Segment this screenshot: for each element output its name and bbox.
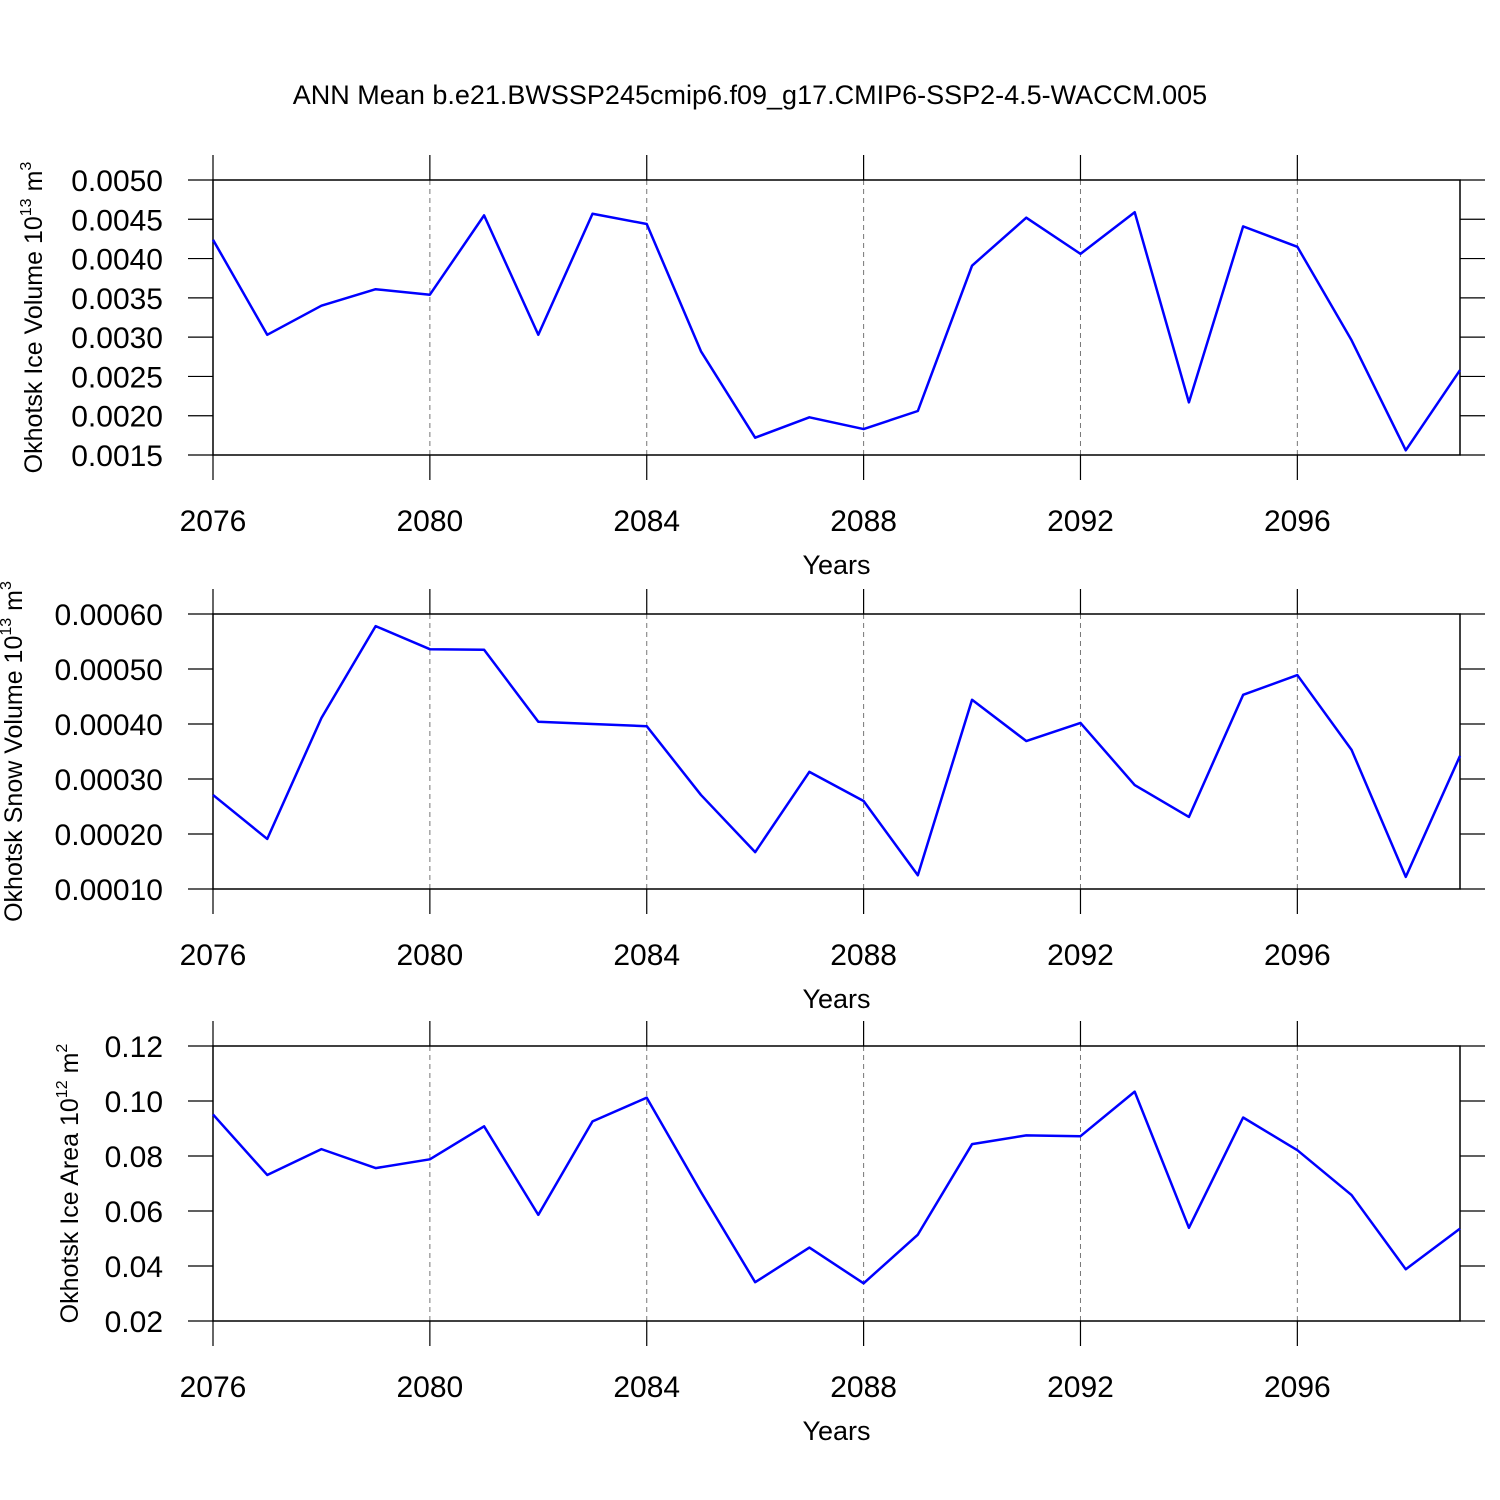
x-tick-label: 2084 [613,939,680,972]
x-tick-label: 2096 [1264,505,1331,538]
plot-frame [212,1045,1461,1322]
y-tick-label: 0.0020 [71,401,163,434]
x-axis-label: Years [802,550,870,580]
x-tick-label: 2088 [830,505,897,538]
y-axis-label-part: m [20,171,48,192]
y-tick-label: 0.0025 [71,361,163,394]
y-axis-label-part: Okhotsk Ice Volume 10 [20,216,48,473]
y-tick-label: 0.0015 [71,440,163,473]
x-tick-label: 2076 [180,1371,247,1404]
y-tick-label: 0.0050 [71,165,163,198]
x-tick-label: 2076 [180,505,247,538]
data-line [211,210,1462,452]
x-tick-label: 2084 [613,505,680,538]
x-tick-label: 2080 [396,939,463,972]
y-tick-label: 0.0040 [71,244,163,277]
y-tick-label: 0.00040 [55,709,163,742]
x-axis-label: Years [802,1416,870,1446]
y-axis-label-exponent: 3 [0,581,15,590]
plot-frame [212,613,1461,890]
y-axis-label-exponent: 2 [54,1044,71,1053]
y-tick-label: 0.00060 [55,599,163,632]
y-axis-label-exponent: 3 [18,162,35,171]
x-tick-label: 2092 [1047,1371,1114,1404]
x-tick-label: 2080 [396,505,463,538]
y-tick-label: 0.02 [105,1306,163,1339]
data-line [212,624,1462,879]
y-tick-label: 0.10 [105,1086,163,1119]
y-axis-label-part: Okhotsk Snow Volume 10 [0,636,28,922]
y-tick-label: 0.00020 [55,819,163,852]
data-line [212,1090,1461,1285]
y-axis-label-part: Okhotsk Ice Area 10 [56,1098,84,1323]
x-tick-label: 2096 [1264,1371,1331,1404]
y-tick-label: 0.0035 [71,283,163,316]
y-tick-label: 0.12 [105,1031,163,1064]
x-tick-label: 2084 [613,1371,680,1404]
y-tick-label: 0.00010 [55,874,163,907]
y-tick-label: 0.0030 [71,322,163,355]
y-tick-label: 0.0045 [71,204,163,237]
x-tick-label: 2080 [396,1371,463,1404]
y-axis-label-part: m [0,590,28,611]
y-axis-label-exponent: 13 [0,618,15,636]
y-tick-label: 0.00050 [55,654,163,687]
y-axis-label: Okhotsk Snow Volume 1013 m3 [0,581,28,922]
x-tick-label: 2092 [1047,939,1114,972]
y-axis-label-exponent: 12 [54,1080,71,1098]
plot-frame [212,179,1461,456]
x-tick-label: 2076 [180,939,247,972]
y-axis-label: Okhotsk Ice Area 1012 m2 [54,1044,84,1324]
x-axis-label: Years [802,984,870,1014]
x-tick-label: 2092 [1047,505,1114,538]
y-tick-label: 0.08 [105,1141,163,1174]
figure-title: ANN Mean b.e21.BWSSP245cmip6.f09_g17.CMI… [293,80,1207,110]
x-tick-label: 2088 [830,1371,897,1404]
y-axis-label-exponent: 13 [18,198,35,216]
y-tick-label: 0.04 [105,1251,163,1284]
x-tick-label: 2096 [1264,939,1331,972]
y-axis-label: Okhotsk Ice Volume 1013 m3 [18,162,48,474]
y-axis-label-part: m [56,1053,84,1074]
y-tick-label: 0.00030 [55,764,163,797]
y-tick-label: 0.06 [105,1196,163,1229]
x-tick-label: 2088 [830,939,897,972]
